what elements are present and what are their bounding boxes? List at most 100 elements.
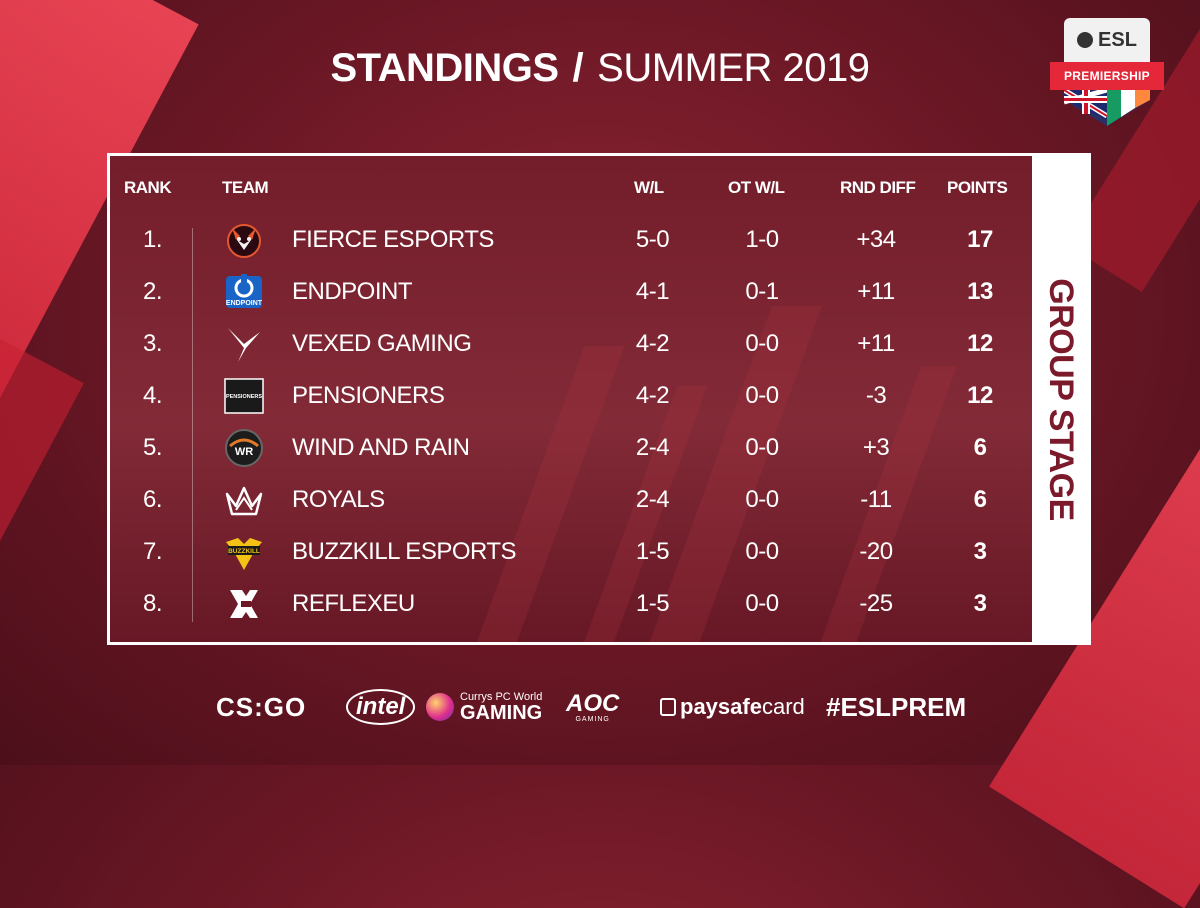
aoc-gaming-logo: AOC GAMING <box>566 684 619 730</box>
ot-cell: 0-0 <box>745 382 779 409</box>
title-season: SUMMER 2019 <box>597 46 870 90</box>
team-name: PENSIONERS <box>292 382 445 409</box>
wl-cell: 4-1 <box>635 278 670 305</box>
wl-cell: 1-5 <box>635 590 670 617</box>
rnd-diff-cell: -20 <box>859 538 893 565</box>
rnd-diff-cell: -3 <box>865 382 887 409</box>
rank-cell: 5. <box>142 434 163 461</box>
wl-cell: 4-2 <box>635 382 670 409</box>
team-name: FIERCE ESPORTS <box>292 226 494 253</box>
esl-premiership-badge: ESL PREMIERSHIP <box>1050 18 1164 128</box>
table-row: 2. ENDPOINT ENDPOINT 4-1 0-1 +11 13 <box>110 266 1032 318</box>
team-name: VEXED GAMING <box>292 330 472 357</box>
ot-cell: 0-0 <box>745 330 779 357</box>
paysafecard-logo: paysafe card <box>660 684 805 730</box>
currys-big-text: GAMING <box>460 701 543 724</box>
points-cell: 6 <box>973 434 987 461</box>
rnd-diff-cell: -25 <box>859 590 893 617</box>
currys-ball-icon <box>426 693 454 721</box>
team-name: WIND AND RAIN <box>292 434 470 461</box>
points-cell: 17 <box>967 226 993 253</box>
group-stage-label: GROUP STAGE <box>1041 277 1080 521</box>
pensioners-logo-icon: PENSIONERS <box>224 378 264 414</box>
background-stripe <box>0 317 84 843</box>
lock-icon <box>660 698 676 716</box>
team-name: REFLEXEU <box>292 590 415 617</box>
rank-cell: 3. <box>142 330 163 357</box>
points-cell: 3 <box>973 538 987 565</box>
card-text: card <box>761 694 805 719</box>
endpoint-logo-icon: ENDPOINT <box>226 274 263 308</box>
ot-cell: 0-1 <box>745 278 779 305</box>
intel-logo: intel <box>346 684 416 730</box>
table-row: 7. BUZZKILL BUZZKILL ESPORTS 1-5 0-0 -20… <box>110 526 1032 578</box>
sponsor-bar: CS:GO intel Currys PC World GAMING AOC G… <box>0 684 1200 730</box>
rank-divider <box>192 228 193 622</box>
team-name: ROYALS <box>292 486 385 513</box>
vexed-gaming-logo-icon <box>228 328 260 362</box>
ot-cell: 0-0 <box>745 434 779 461</box>
rnd-diff-cell: -11 <box>860 486 892 513</box>
flag-shield-icon <box>1064 90 1150 126</box>
wind-and-rain-logo-icon: WR <box>225 429 263 467</box>
wind-and-rain-logo-text: WR <box>235 446 253 458</box>
points-cell: 12 <box>967 382 993 409</box>
wl-cell: 2-4 <box>635 486 670 513</box>
rnd-diff-cell: +3 <box>862 434 890 461</box>
ot-cell: 0-0 <box>745 486 779 513</box>
title-separator: / <box>572 46 584 90</box>
esl-logo: ESL <box>1064 18 1150 62</box>
team-name: BUZZKILL ESPORTS <box>292 538 517 565</box>
rank-cell: 2. <box>142 278 163 305</box>
table-row: 3. VEXED GAMING 4-2 0-0 +11 12 <box>110 318 1032 370</box>
buzzkill-esports-logo-icon: BUZZKILL <box>226 538 262 570</box>
pensioners-logo-text: PENSIONERS <box>226 394 262 400</box>
column-header-ot: OT W/L <box>728 178 785 197</box>
page-title: STANDINGS / SUMMER 2019 <box>0 46 1200 91</box>
column-header-points: POINTS <box>947 178 1008 197</box>
rnd-diff-cell: +11 <box>857 330 895 357</box>
column-header-rank: RANK <box>124 178 172 197</box>
wl-cell: 2-4 <box>635 434 670 461</box>
points-cell: 13 <box>967 278 993 305</box>
endpoint-logo-text: ENDPOINT <box>226 300 263 307</box>
ot-cell: 1-0 <box>745 226 779 253</box>
csgo-logo-text: CS:GO <box>216 691 307 722</box>
rnd-diff-cell: +11 <box>857 278 895 305</box>
column-header-team: TEAM <box>222 178 269 197</box>
points-cell: 6 <box>973 486 987 513</box>
rnd-diff-cell: +34 <box>856 226 896 253</box>
esl-logo-icon <box>1077 32 1094 48</box>
premiership-banner: PREMIERSHIP <box>1050 62 1164 90</box>
column-header-rnd-diff: RND DIFF <box>840 178 916 197</box>
points-cell: 3 <box>973 590 987 617</box>
rank-cell: 7. <box>142 538 163 565</box>
table-row: 1. FIERCE ESPORTS 5-0 1-0 +34 17 <box>110 214 1032 266</box>
ot-cell: 0-0 <box>745 590 779 617</box>
ot-cell: 0-0 <box>745 538 779 565</box>
rank-cell: 6. <box>142 486 163 513</box>
csgo-logo: CS:GO <box>216 684 306 730</box>
table-row: 8. REFLEXEU 1-5 0-0 -25 3 <box>110 578 1032 630</box>
team-name: ENDPOINT <box>292 278 413 305</box>
title-standings: STANDINGS <box>330 46 559 90</box>
buzzkill-logo-text: BUZZKILL <box>228 548 260 555</box>
esl-logo-text: ESL <box>1098 28 1137 51</box>
fierce-esports-logo-icon <box>227 224 261 258</box>
rank-cell: 1. <box>142 226 163 253</box>
paysafe-text: paysafe <box>680 694 762 719</box>
table-row: 4. PENSIONERS PENSIONERS 4-2 0-0 -3 12 <box>110 370 1032 422</box>
aoc-small-text: GAMING <box>575 715 610 723</box>
currys-gaming-logo: Currys PC World GAMING <box>426 684 542 730</box>
wl-cell: 4-2 <box>635 330 670 357</box>
reflexeu-logo-icon <box>230 590 258 618</box>
intel-logo-text: intel <box>346 689 416 725</box>
rank-cell: 8. <box>142 590 163 617</box>
hashtag: #ESLPREM <box>826 691 967 722</box>
points-cell: 12 <box>967 330 993 357</box>
table-row: 5. WR WIND AND RAIN 2-4 0-0 +3 6 <box>110 422 1032 474</box>
aoc-big-text: AOC <box>566 689 620 717</box>
royals-logo-icon <box>225 486 263 516</box>
table-row: 6. ROYALS 2-4 0-0 -11 6 <box>110 474 1032 526</box>
wl-cell: 1-5 <box>635 538 670 565</box>
